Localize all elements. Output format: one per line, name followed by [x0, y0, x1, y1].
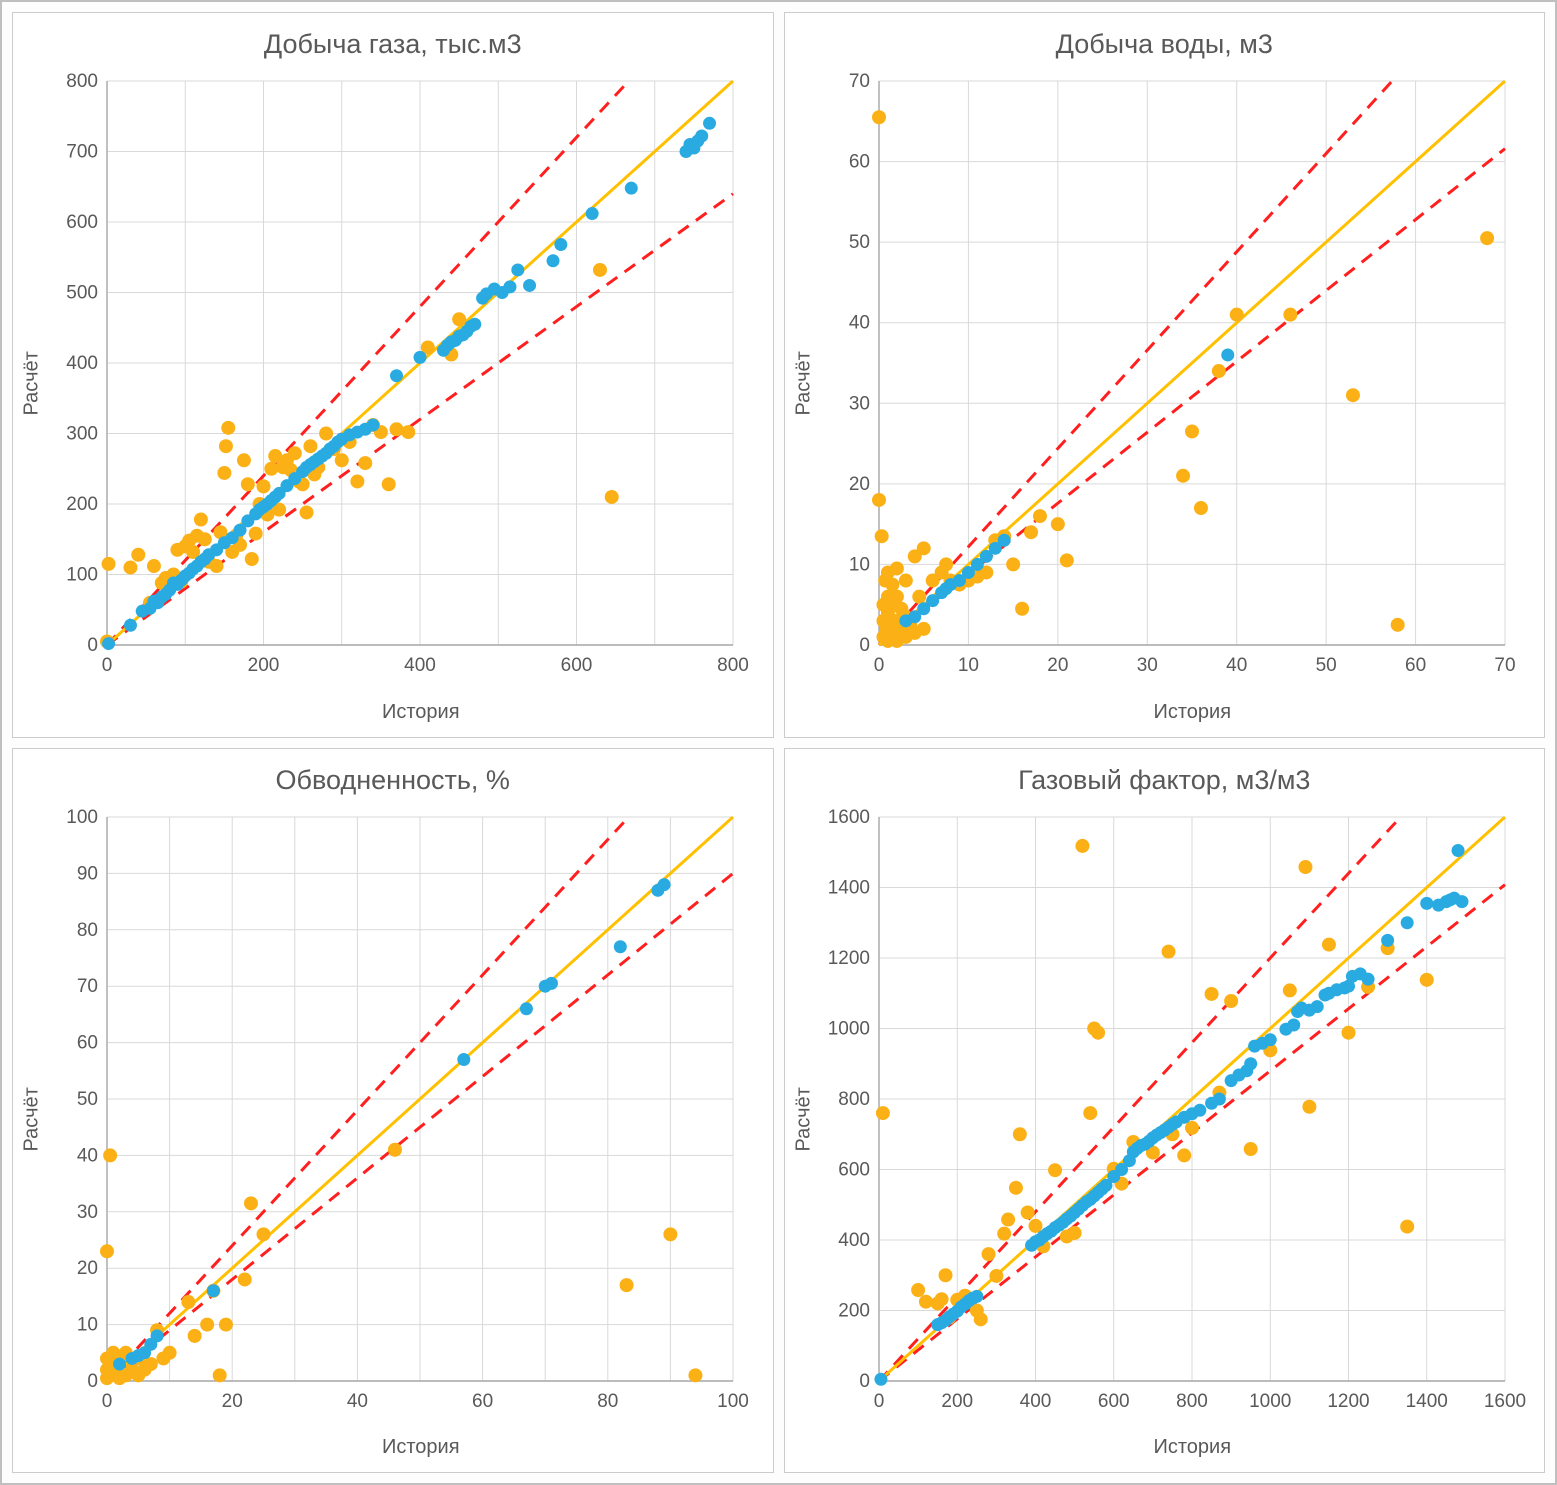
svg-text:0: 0	[87, 635, 98, 656]
svg-text:800: 800	[838, 1089, 870, 1110]
scatter-plot-gor: 0 200 400 600 800 1000 1200 1400 1600 0 200 400 600 8…	[827, 807, 1525, 1412]
y-axis-label: Расчёт	[20, 351, 43, 416]
svg-text:600: 600	[838, 1159, 870, 1180]
svg-text:1000: 1000	[827, 1018, 869, 1039]
svg-text:40: 40	[848, 313, 869, 334]
svg-text:400: 400	[1019, 1391, 1051, 1412]
chart-panel-gas-oil-ratio: Газовый фактор, м3/м3 Расчёт 0 200 400 600 8…	[783, 747, 1545, 1473]
svg-text:10: 10	[957, 655, 978, 676]
svg-text:0: 0	[102, 1391, 113, 1412]
svg-text:80: 80	[77, 919, 98, 940]
svg-text:0: 0	[859, 1371, 870, 1392]
svg-text:0: 0	[102, 655, 113, 676]
svg-text:60: 60	[472, 1391, 493, 1412]
svg-text:0: 0	[873, 1391, 884, 1412]
x-axis-label: История	[381, 700, 460, 723]
svg-text:100: 100	[717, 1391, 749, 1412]
svg-text:70: 70	[1494, 655, 1515, 676]
svg-text:50: 50	[848, 232, 869, 253]
svg-text:50: 50	[1315, 655, 1336, 676]
x-axis-label: История	[381, 1436, 460, 1458]
svg-text:20: 20	[848, 474, 869, 495]
svg-text:800: 800	[1176, 1391, 1208, 1412]
y-axis-label: Расчёт	[20, 1087, 43, 1152]
chart-panel-water-production: Добыча воды, м3 Расчёт 0 10 20 30 40 50 60 70 0 1…	[783, 12, 1545, 738]
svg-text:600: 600	[66, 212, 98, 233]
svg-text:1200: 1200	[827, 948, 869, 969]
svg-text:60: 60	[1405, 655, 1426, 676]
svg-text:70: 70	[77, 976, 98, 997]
svg-text:700: 700	[66, 142, 98, 163]
svg-text:50: 50	[77, 1089, 98, 1110]
svg-text:0: 0	[87, 1371, 98, 1392]
chart-title: Обводненность, %	[275, 764, 510, 795]
svg-text:300: 300	[66, 424, 98, 445]
svg-text:0: 0	[859, 635, 870, 656]
svg-text:20: 20	[77, 1258, 98, 1279]
svg-text:100: 100	[66, 807, 98, 828]
chart-title: Добыча воды, м3	[1055, 29, 1273, 59]
svg-text:70: 70	[848, 71, 869, 92]
svg-text:500: 500	[66, 283, 98, 304]
svg-text:1000: 1000	[1249, 1391, 1291, 1412]
svg-text:20: 20	[1047, 655, 1068, 676]
scatter-plot-gas: 0 200 400 600 800 0 100 200 300 400 500 600 700 800	[66, 71, 749, 676]
svg-text:400: 400	[66, 353, 98, 374]
svg-text:10: 10	[848, 554, 869, 575]
svg-text:600: 600	[1097, 1391, 1129, 1412]
y-axis-label: Расчёт	[792, 351, 814, 416]
chart-title: Газовый фактор, м3/м3	[1018, 764, 1311, 795]
chart-panel-water-cut: Обводненность, % Расчёт 0 20 40 60 80 100 0 10 2…	[12, 747, 774, 1473]
svg-text:10: 10	[77, 1314, 98, 1335]
svg-text:1200: 1200	[1327, 1391, 1369, 1412]
chart-title: Добыча газа, тыс.м3	[263, 29, 522, 59]
svg-text:200: 200	[248, 655, 280, 676]
svg-text:200: 200	[66, 494, 98, 515]
x-axis-label: История	[1153, 700, 1232, 723]
x-axis-label: История	[1153, 1436, 1232, 1458]
svg-text:80: 80	[597, 1391, 618, 1412]
svg-text:400: 400	[838, 1230, 870, 1251]
svg-text:1600: 1600	[827, 807, 869, 828]
svg-text:30: 30	[848, 393, 869, 414]
svg-text:1400: 1400	[827, 877, 869, 898]
svg-text:100: 100	[66, 565, 98, 586]
svg-text:30: 30	[1136, 655, 1157, 676]
svg-text:60: 60	[77, 1032, 98, 1053]
scatter-plot-watercut: 0 20 40 60 80 100 0 10 20 30 40 50 60 70 80 90 100	[66, 807, 749, 1412]
chart-panel-gas-production: Добыча газа, тыс.м3 Расчёт 0 200 400 600 800…	[12, 12, 774, 738]
svg-text:1600: 1600	[1483, 1391, 1525, 1412]
svg-text:0: 0	[873, 655, 884, 676]
svg-text:90: 90	[77, 863, 98, 884]
svg-text:40: 40	[77, 1145, 98, 1166]
svg-text:600: 600	[561, 655, 593, 676]
svg-text:40: 40	[1226, 655, 1247, 676]
svg-text:1400: 1400	[1405, 1391, 1447, 1412]
y-axis-label: Расчёт	[792, 1087, 814, 1152]
svg-text:800: 800	[66, 71, 98, 92]
svg-text:30: 30	[77, 1201, 98, 1222]
svg-text:200: 200	[941, 1391, 973, 1412]
svg-text:60: 60	[848, 152, 869, 173]
svg-text:40: 40	[347, 1391, 368, 1412]
scatter-plot-water: 0 10 20 30 40 50 60 70 0 10 20 30 40 50 60 70	[848, 71, 1515, 676]
svg-text:200: 200	[838, 1300, 870, 1321]
svg-text:20: 20	[222, 1391, 243, 1412]
svg-text:400: 400	[404, 655, 436, 676]
svg-text:800: 800	[717, 655, 749, 676]
